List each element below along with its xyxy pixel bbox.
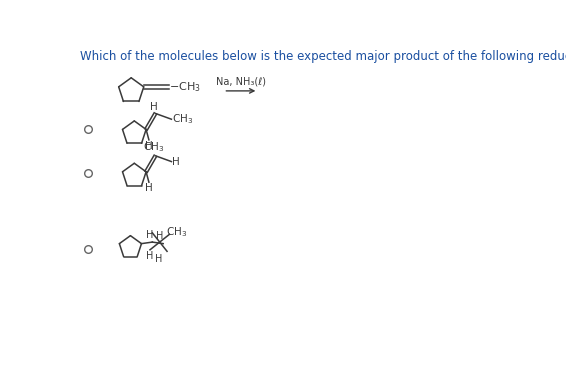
Text: Na, NH₃(ℓ): Na, NH₃(ℓ) — [216, 76, 266, 86]
Text: H: H — [156, 231, 164, 241]
Text: H: H — [172, 157, 180, 167]
Text: H: H — [155, 254, 162, 264]
Text: $\mathdefault{CH_3}$: $\mathdefault{CH_3}$ — [172, 112, 194, 126]
Text: Which of the molecules below is the expected major product of the following redu: Which of the molecules below is the expe… — [80, 50, 566, 63]
Text: H: H — [145, 251, 153, 261]
Text: $\mathdefault{CH_3}$: $\mathdefault{CH_3}$ — [166, 225, 187, 239]
Text: $\mathdefault{CH_3}$: $\mathdefault{CH_3}$ — [143, 141, 165, 154]
Text: H: H — [145, 183, 153, 193]
Text: H: H — [150, 102, 158, 112]
Text: $\mathdefault{-CH_3}$: $\mathdefault{-CH_3}$ — [169, 80, 201, 94]
Text: H: H — [145, 230, 153, 240]
Text: H: H — [145, 141, 153, 151]
